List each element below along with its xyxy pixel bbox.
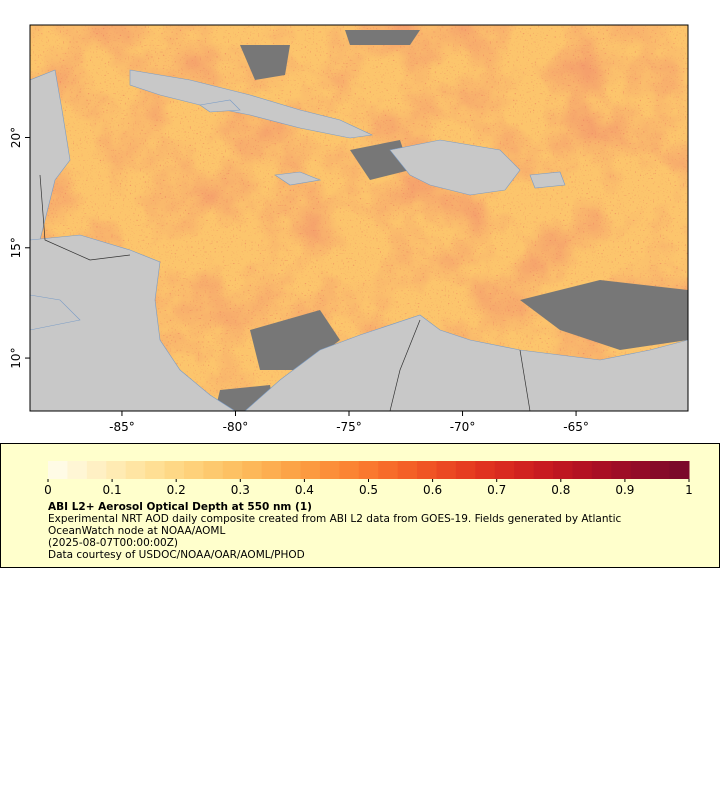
colorbar-step [67,461,88,479]
colorbar-step [358,461,379,479]
colorbar-tick-label: 1 [685,483,693,497]
y-tick-label: 10° [9,347,23,368]
colorbar-step [455,461,476,479]
colorbar-tick-label: 0.2 [167,483,186,497]
colorbar-step [222,461,243,479]
colorbar-step [514,461,535,479]
x-tick-label: -75° [336,420,362,434]
colorbar-step [553,461,573,479]
colorbar-step [125,461,146,479]
cloud-mask [215,30,688,411]
land [30,69,688,411]
colorbar-step [48,461,68,479]
y-tick-label: 20° [9,127,23,148]
colorbar-tick-label: 0.8 [551,483,570,497]
colorbar-tick-label: 0.9 [615,483,634,497]
colorbar-step [300,461,321,479]
legend-text: ABI L2+ Aerosol Optical Depth at 550 nm … [48,501,688,561]
colorbar: 0 0.1 0.2 0.3 0.4 0.5 0.6 0.7 0.8 0.9 1 [44,461,693,497]
colorbar-step [378,461,399,479]
colorbar-tick-label: 0.4 [295,483,314,497]
colorbar-step [183,461,204,479]
colorbar-step [319,461,340,479]
legend-line: Experimental NRT AOD daily composite cre… [48,513,622,537]
colorbar-step [106,461,127,479]
x-tick-label: -80° [223,420,249,434]
legend-line: Data courtesy of USDOC/NOAA/OAR/AOML/PHO… [48,549,305,561]
colorbar-step [494,461,515,479]
y-tick-label: 15° [9,237,23,258]
x-tick-label: -65° [563,420,589,434]
colorbar-tick-label: 0.6 [423,483,442,497]
colorbar-step [417,461,437,479]
colorbar-step [572,461,593,479]
map-border [29,24,689,412]
colorbar-step [475,461,496,479]
colorbar-step [669,461,690,479]
map-image [30,25,688,411]
colorbar-tick-label: 0 [44,483,52,497]
legend-line: (2025-08-07T00:00:00Z) [48,537,178,549]
x-tick-label: -70° [450,420,476,434]
legend-box: 0 0.1 0.2 0.3 0.4 0.5 0.6 0.7 0.8 0.9 1 ABI L2+ Ae… [0,443,720,568]
colorbar-step [339,461,360,479]
colorbar-step [86,461,107,479]
colorbar-tick-label: 0.7 [487,483,506,497]
map-frame: -85° -80° -75° -70° -65° 20° 15° 10° [9,24,689,434]
colorbar-step [242,461,263,479]
colorbar-step [203,461,224,479]
colorbar-tick-label: 0.3 [231,483,250,497]
colorbar-tick-label: 0.1 [103,483,122,497]
colorbar-step [630,461,651,479]
colorbar-step [261,461,282,479]
x-tick-label: -85° [109,420,135,434]
colorbar-step [611,461,632,479]
colorbar-step [591,461,612,479]
borders [39,174,531,411]
colorbar-step [397,461,418,479]
colorbar-step [436,461,457,479]
colorbar-step [281,461,302,479]
colorbar-tick-label: 0.5 [359,483,378,497]
legend-title: ABI L2+ Aerosol Optical Depth at 550 nm … [48,501,312,513]
colorbar-step [164,461,185,479]
colorbar-step [145,461,166,479]
colorbar-step [533,461,554,479]
colorbar-step [650,461,671,479]
